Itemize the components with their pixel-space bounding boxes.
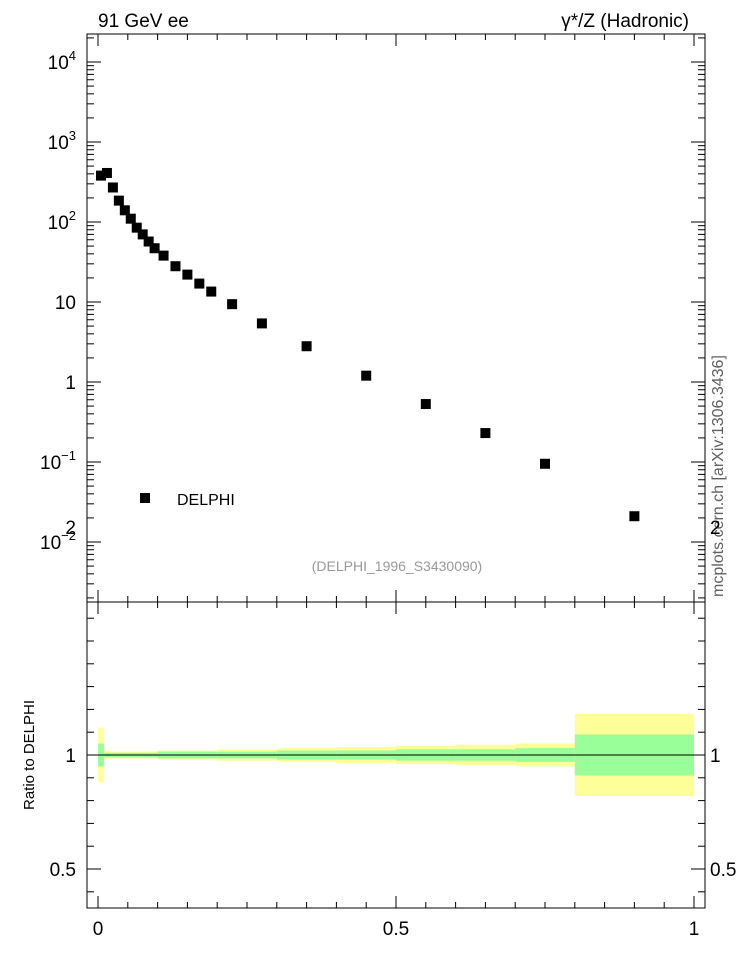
data-point — [540, 458, 550, 469]
header-right: γ*/Z (Hadronic) — [561, 11, 689, 32]
data-point — [125, 213, 136, 224]
data-point — [480, 428, 491, 439]
data-point — [131, 222, 142, 233]
main-ticks — [87, 34, 705, 602]
y-tick-label: 10−1 — [40, 448, 76, 474]
ratio-y-axis-label: Ratio to DELPHI — [21, 700, 38, 810]
ratio-y-tick-label-right: 1 — [710, 746, 721, 767]
data-point — [170, 261, 181, 272]
y-tick-label: 1 — [65, 373, 76, 394]
x-tick-label: 0.5 — [383, 919, 409, 940]
data-point — [101, 167, 112, 178]
data-point — [107, 182, 118, 193]
ratio-y-tick-labels: 0.5 0.5 1 1 2 2 — [50, 518, 737, 881]
x-tick-labels: 0 0.5 1 — [93, 919, 700, 940]
ratio-y-tick-label-left: 2 — [65, 518, 76, 539]
data-point — [227, 299, 238, 310]
data-points — [95, 167, 640, 522]
legend-marker — [140, 493, 150, 503]
data-point — [95, 170, 106, 181]
y-tick-label: 102 — [48, 208, 76, 234]
legend-label: DELPHI — [177, 492, 235, 509]
ratio-y-tick-label-right: 0.5 — [710, 860, 736, 881]
data-point — [206, 286, 217, 297]
data-point — [256, 318, 267, 329]
data-point — [143, 236, 154, 247]
y-tick-label: 10 — [55, 293, 76, 314]
data-point — [420, 399, 431, 410]
data-point — [194, 278, 205, 289]
legend: DELPHI — [140, 492, 235, 509]
data-point — [182, 269, 193, 280]
y-tick-label: 104 — [48, 48, 76, 74]
ratio-y-tick-label-left: 0.5 — [50, 860, 76, 881]
data-point — [158, 250, 169, 261]
data-point — [149, 243, 160, 254]
ratio-y-tick-label-left: 1 — [65, 746, 76, 767]
main-frame — [86, 33, 706, 603]
y-tick-label: 103 — [48, 128, 76, 154]
x-tick-label: 1 — [689, 919, 700, 940]
data-point — [301, 341, 312, 352]
data-point — [113, 195, 124, 206]
data-point — [629, 511, 640, 522]
watermark: (DELPHI_1996_S3430090) — [312, 558, 482, 574]
ratio-y-tick-label-right: 2 — [710, 518, 721, 539]
side-label: mcplots.cern.ch [arXiv:1306.3436] — [710, 355, 727, 597]
ratio-panel: 0.5 0.51 12 2 0 0.5 1 Ratio to DELPHI — [21, 518, 736, 940]
data-point — [361, 370, 372, 381]
x-tick-label: 0 — [93, 919, 104, 940]
data-point — [137, 229, 148, 240]
data-point — [119, 205, 130, 216]
ratio-ticks — [87, 602, 705, 908]
header-left: 91 GeV ee — [98, 11, 189, 32]
